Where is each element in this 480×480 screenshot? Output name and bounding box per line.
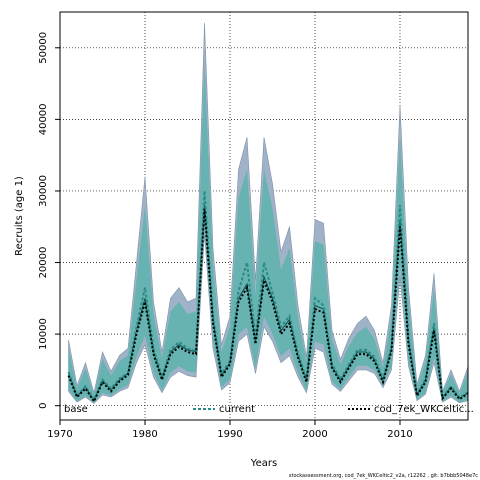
legend-label-base: base: [64, 404, 88, 415]
y-tick-label: 10000: [38, 318, 49, 350]
x-tick-label: 1980: [132, 429, 157, 440]
confidence-band-inner: [68, 62, 468, 403]
y-axis-title: Recruits (age 1): [14, 176, 25, 256]
legend-label-current: current: [219, 404, 255, 415]
x-tick-label: 1970: [47, 429, 72, 440]
series-line-cod: [67, 208, 469, 404]
legend-label-cod: cod_7ek_WKCeltic...: [374, 404, 474, 415]
legend: base current cod_7ek_WKCeltic...: [64, 404, 474, 415]
series-line-current: [67, 190, 469, 403]
footer-credit: stockassessment.org, cod_7ek_WKCeltic2_v…: [288, 473, 478, 479]
x-tick-label: 2010: [387, 429, 412, 440]
y-tick-label: 30000: [38, 175, 49, 207]
axes: 1970 1980 1990 2000 2010 0 10000 20000 30000 4000…: [38, 11, 469, 440]
x-tick-label: 2000: [302, 429, 327, 440]
plot-frame: [59, 11, 469, 421]
y-tick-label: 0: [38, 402, 49, 408]
y-tick-label: 20000: [38, 247, 49, 279]
y-tick-label: 50000: [38, 32, 49, 64]
x-axis-title: Years: [250, 458, 277, 469]
x-tick-label: 1990: [217, 429, 242, 440]
y-tick-label: 40000: [38, 103, 49, 135]
series-lines: [67, 190, 469, 404]
